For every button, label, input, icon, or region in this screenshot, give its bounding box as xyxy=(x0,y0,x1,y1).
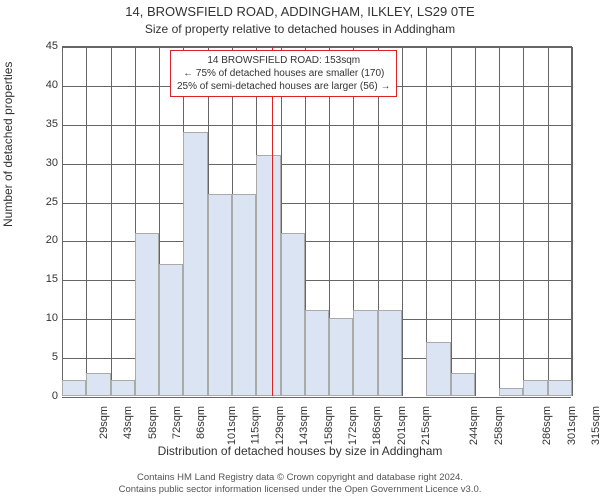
ytick-label: 5 xyxy=(28,351,58,363)
xtick-label: 58sqm xyxy=(147,406,159,439)
ytick-label: 35 xyxy=(28,118,58,130)
xtick-label: 86sqm xyxy=(195,406,207,439)
histogram-bar xyxy=(353,310,377,396)
gridline-h xyxy=(62,47,571,48)
histogram-bar xyxy=(62,380,86,396)
gridline-v xyxy=(548,47,549,396)
gridline-v xyxy=(62,47,63,396)
histogram-bar xyxy=(111,380,135,396)
gridline-h xyxy=(62,203,571,204)
histogram-bar xyxy=(378,310,402,396)
gridline-v xyxy=(451,47,452,396)
xtick-label: 143sqm xyxy=(299,406,311,445)
ytick-label: 25 xyxy=(28,196,58,208)
y-axis-label: Number of detached properties xyxy=(1,62,15,227)
histogram-bar xyxy=(86,373,110,396)
histogram-bar xyxy=(232,194,256,396)
histogram-bar xyxy=(183,132,207,396)
ytick-label: 20 xyxy=(28,234,58,246)
chart-subtitle: Size of property relative to detached ho… xyxy=(0,22,600,36)
xtick-label: 101sqm xyxy=(226,406,238,445)
xtick-label: 129sqm xyxy=(274,406,286,445)
histogram-bar xyxy=(329,318,353,396)
xtick-label: 244sqm xyxy=(469,406,481,445)
ytick-label: 45 xyxy=(28,40,58,52)
ytick-label: 15 xyxy=(28,273,58,285)
xtick-label: 115sqm xyxy=(249,406,261,444)
annotation-line1: 14 BROWSFIELD ROAD: 153sqm xyxy=(207,55,360,66)
gridline-h xyxy=(62,125,571,126)
gridline-v xyxy=(572,47,573,396)
gridline-v xyxy=(499,47,500,396)
ytick-label: 0 xyxy=(28,390,58,402)
histogram-bar xyxy=(451,373,475,396)
plot-area xyxy=(62,46,572,396)
annotation-line3: 25% of semi-detached houses are larger (… xyxy=(177,81,390,92)
gridline-h xyxy=(62,164,571,165)
footer-line2: Contains public sector information licen… xyxy=(119,484,482,495)
gridline-v xyxy=(86,47,87,396)
histogram-bar xyxy=(548,380,572,396)
histogram-bar xyxy=(305,310,329,396)
histogram-bar xyxy=(208,194,232,396)
histogram-bar xyxy=(256,155,280,396)
xtick-label: 301sqm xyxy=(566,406,578,445)
xtick-label: 258sqm xyxy=(493,406,505,445)
footer-line1: Contains HM Land Registry data © Crown c… xyxy=(137,472,463,483)
gridline-v xyxy=(523,47,524,396)
xtick-label: 158sqm xyxy=(323,406,335,445)
xtick-label: 72sqm xyxy=(171,406,183,439)
x-axis-label: Distribution of detached houses by size … xyxy=(0,444,600,458)
gridline-v xyxy=(475,47,476,396)
xtick-label: 172sqm xyxy=(347,406,359,445)
xtick-label: 186sqm xyxy=(371,406,383,445)
xtick-label: 315sqm xyxy=(590,406,600,445)
histogram-bar xyxy=(159,264,183,396)
xtick-label: 43sqm xyxy=(122,406,134,439)
xtick-label: 286sqm xyxy=(541,406,553,445)
ytick-label: 10 xyxy=(28,312,58,324)
xtick-label: 29sqm xyxy=(98,406,110,439)
gridline-v xyxy=(111,47,112,396)
annotation-line2: ← 75% of detached houses are smaller (17… xyxy=(183,68,384,79)
chart-title: 14, BROWSFIELD ROAD, ADDINGHAM, ILKLEY, … xyxy=(0,4,600,19)
gridline-h xyxy=(62,397,571,398)
marker-line xyxy=(272,47,273,396)
ytick-label: 40 xyxy=(28,79,58,91)
histogram-bar xyxy=(426,342,450,396)
xtick-label: 201sqm xyxy=(396,406,408,445)
histogram-bar xyxy=(135,233,159,396)
footer-text: Contains HM Land Registry data © Crown c… xyxy=(0,472,600,496)
histogram-bar xyxy=(499,388,523,396)
histogram-bar xyxy=(523,380,547,396)
ytick-label: 30 xyxy=(28,157,58,169)
annotation-box: 14 BROWSFIELD ROAD: 153sqm ← 75% of detac… xyxy=(170,50,397,97)
xtick-label: 215sqm xyxy=(420,406,432,445)
histogram-bar xyxy=(281,233,305,396)
gridline-v xyxy=(402,47,403,396)
